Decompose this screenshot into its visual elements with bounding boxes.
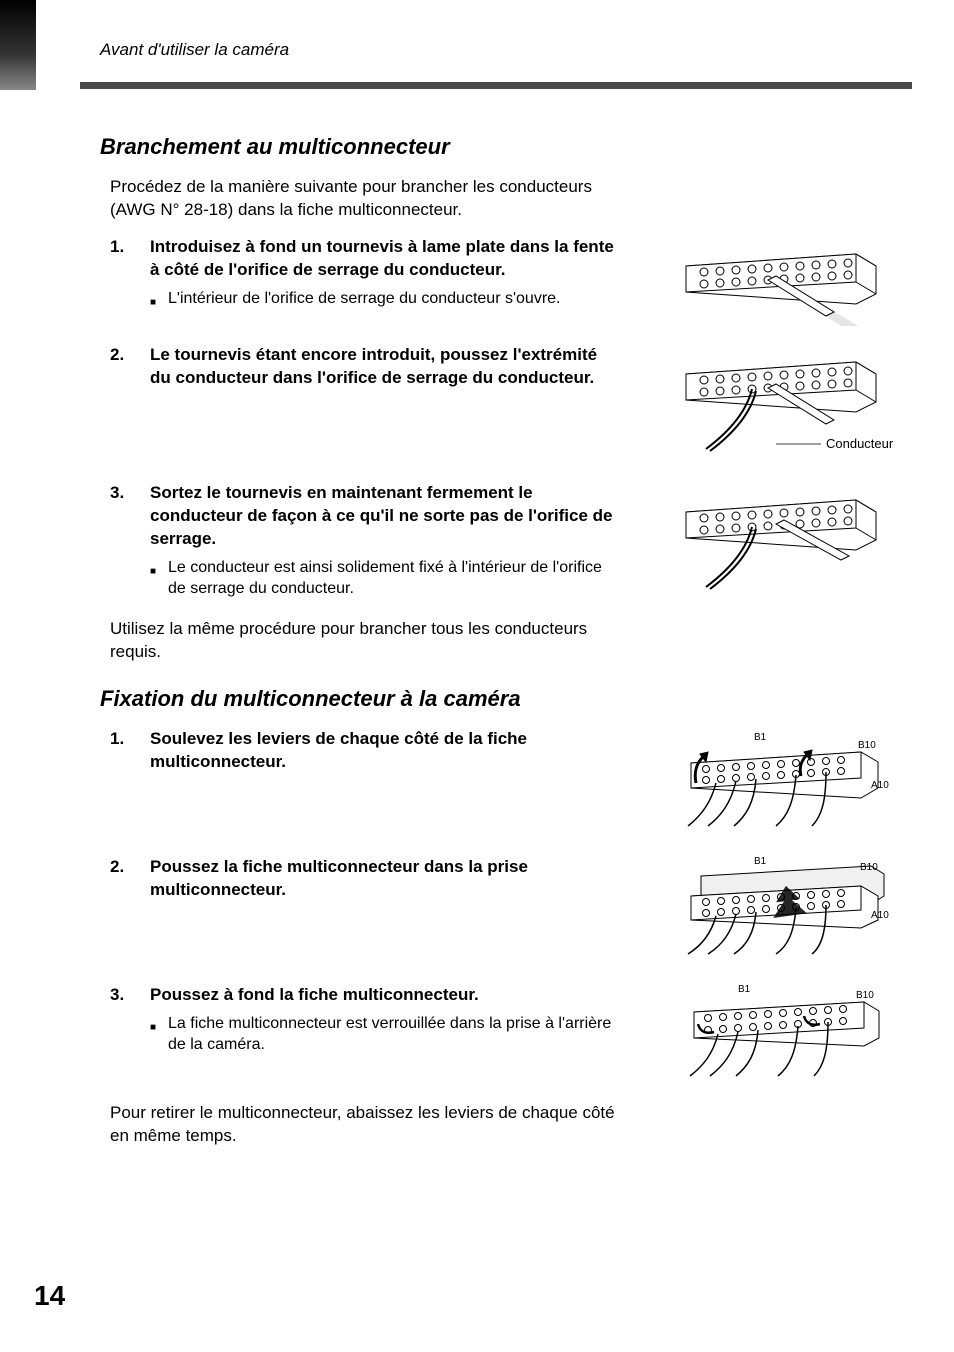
bullet-icon xyxy=(150,1013,168,1056)
step-row: 3. Poussez à fond la fiche multiconnecte… xyxy=(100,984,896,1084)
running-head: Avant d'utiliser la caméra xyxy=(100,40,289,60)
pin-label: B1 xyxy=(738,984,750,995)
pin-label: B1 xyxy=(754,856,766,867)
step-title: Introduisez à fond un tournevis à lame p… xyxy=(150,236,620,282)
figure-connector-1 xyxy=(676,236,886,326)
bullet-icon xyxy=(150,557,168,600)
page-number: 14 xyxy=(34,1280,65,1312)
bullet-text: L'intérieur de l'orifice de serrage du c… xyxy=(168,288,561,310)
step-title: Le tournevis étant encore introduit, pou… xyxy=(150,344,620,390)
step-row: 2. Le tournevis étant encore introduit, … xyxy=(100,344,896,464)
figure-attach-2: B1 B10 A10 xyxy=(676,856,886,956)
step-number: 3. xyxy=(110,482,150,600)
header: Avant d'utiliser la caméra xyxy=(36,0,954,90)
pin-label: B10 xyxy=(858,740,876,751)
figure-connector-2: Conducteur xyxy=(676,344,886,464)
step-title: Soulevez les leviers de chaque côté de l… xyxy=(150,728,620,774)
pin-label: B10 xyxy=(856,990,874,1001)
bullet-icon xyxy=(150,288,168,310)
pin-label: A10 xyxy=(871,910,889,921)
page: Avant d'utiliser la caméra Branchement a… xyxy=(0,0,954,1352)
step-title: Poussez à fond la fiche multiconnecteur. xyxy=(150,984,620,1007)
step-row: 3. Sortez le tournevis en maintenant fer… xyxy=(100,482,896,600)
pin-label: B10 xyxy=(860,862,878,873)
step-number: 1. xyxy=(110,728,150,780)
figure-attach-3: B1 B10 xyxy=(676,984,886,1079)
step-row: 1. Introduisez à fond un tournevis à lam… xyxy=(100,236,896,326)
section-2-outro: Pour retirer le multiconnecteur, abaisse… xyxy=(110,1102,630,1148)
callout-label: Conducteur xyxy=(826,436,893,451)
figure-connector-3 xyxy=(676,482,886,592)
bullet-text: Le conducteur est ainsi solidement fixé … xyxy=(168,557,620,600)
bullet-text: La fiche multiconnecteur est verrouillée… xyxy=(168,1013,620,1056)
section-1-title: Branchement au multiconnecteur xyxy=(100,134,896,160)
step-bullet: L'intérieur de l'orifice de serrage du c… xyxy=(150,288,620,310)
step-number: 2. xyxy=(110,856,150,908)
step-row: 2. Poussez la fiche multiconnecteur dans… xyxy=(100,856,896,966)
step-bullet: Le conducteur est ainsi solidement fixé … xyxy=(150,557,620,600)
content: Branchement au multiconnecteur Procédez … xyxy=(100,120,896,1262)
section-2-title: Fixation du multiconnecteur à la caméra xyxy=(100,686,896,712)
step-number: 2. xyxy=(110,344,150,396)
section-1-outro: Utilisez la même procédure pour brancher… xyxy=(110,618,630,664)
section-1-intro: Procédez de la manière suivante pour bra… xyxy=(110,176,630,222)
step-bullet: La fiche multiconnecteur est verrouillée… xyxy=(150,1013,620,1056)
pin-label: A10 xyxy=(871,780,889,791)
figure-attach-1: B1 B10 A10 xyxy=(676,728,886,828)
header-rule xyxy=(80,82,912,89)
step-title: Sortez le tournevis en maintenant fermem… xyxy=(150,482,620,551)
step-title: Poussez la fiche multiconnecteur dans la… xyxy=(150,856,620,902)
side-tab xyxy=(0,0,36,90)
pin-label: B1 xyxy=(754,732,766,743)
step-row: 1. Soulevez les leviers de chaque côté d… xyxy=(100,728,896,838)
step-number: 1. xyxy=(110,236,150,309)
step-number: 3. xyxy=(110,984,150,1056)
